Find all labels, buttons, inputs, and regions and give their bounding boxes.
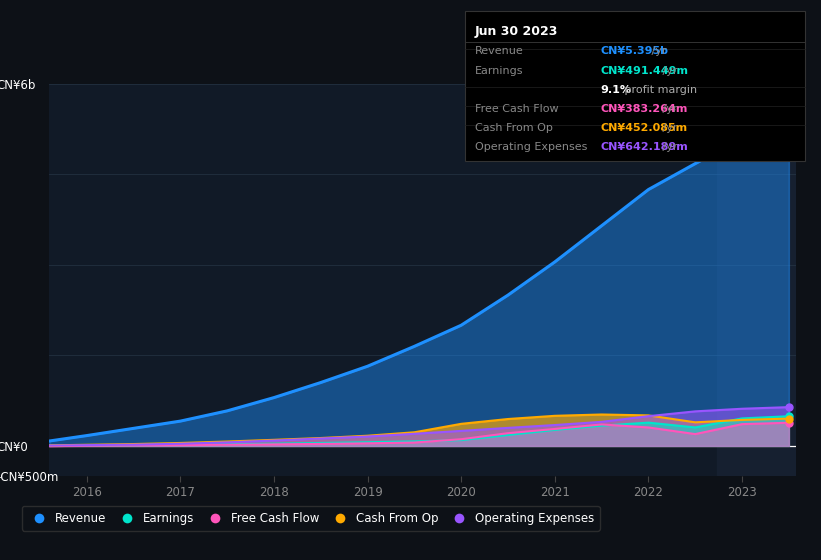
Text: CN¥642.189m: CN¥642.189m: [600, 142, 688, 152]
Bar: [717, 84, 796, 476]
Text: /yr: /yr: [659, 142, 677, 152]
Text: Jun 30 2023: Jun 30 2023: [475, 25, 558, 38]
Text: profit margin: profit margin: [621, 85, 698, 95]
Text: CN¥452.085m: CN¥452.085m: [600, 123, 687, 133]
Text: /yr: /yr: [659, 66, 677, 76]
Text: Revenue: Revenue: [475, 46, 523, 57]
Text: Free Cash Flow: Free Cash Flow: [475, 104, 558, 114]
Legend: Revenue, Earnings, Free Cash Flow, Cash From Op, Operating Expenses: Revenue, Earnings, Free Cash Flow, Cash …: [21, 506, 600, 531]
Text: /yr: /yr: [659, 123, 677, 133]
Text: 9.1%: 9.1%: [600, 85, 631, 95]
Text: Earnings: Earnings: [475, 66, 523, 76]
Text: Operating Expenses: Operating Expenses: [475, 142, 587, 152]
Text: CN¥383.264m: CN¥383.264m: [600, 104, 687, 114]
Text: CN¥491.449m: CN¥491.449m: [600, 66, 688, 76]
Text: /yr: /yr: [649, 46, 667, 57]
Text: CN¥5.395b: CN¥5.395b: [600, 46, 668, 57]
Text: Cash From Op: Cash From Op: [475, 123, 553, 133]
Text: /yr: /yr: [659, 104, 677, 114]
